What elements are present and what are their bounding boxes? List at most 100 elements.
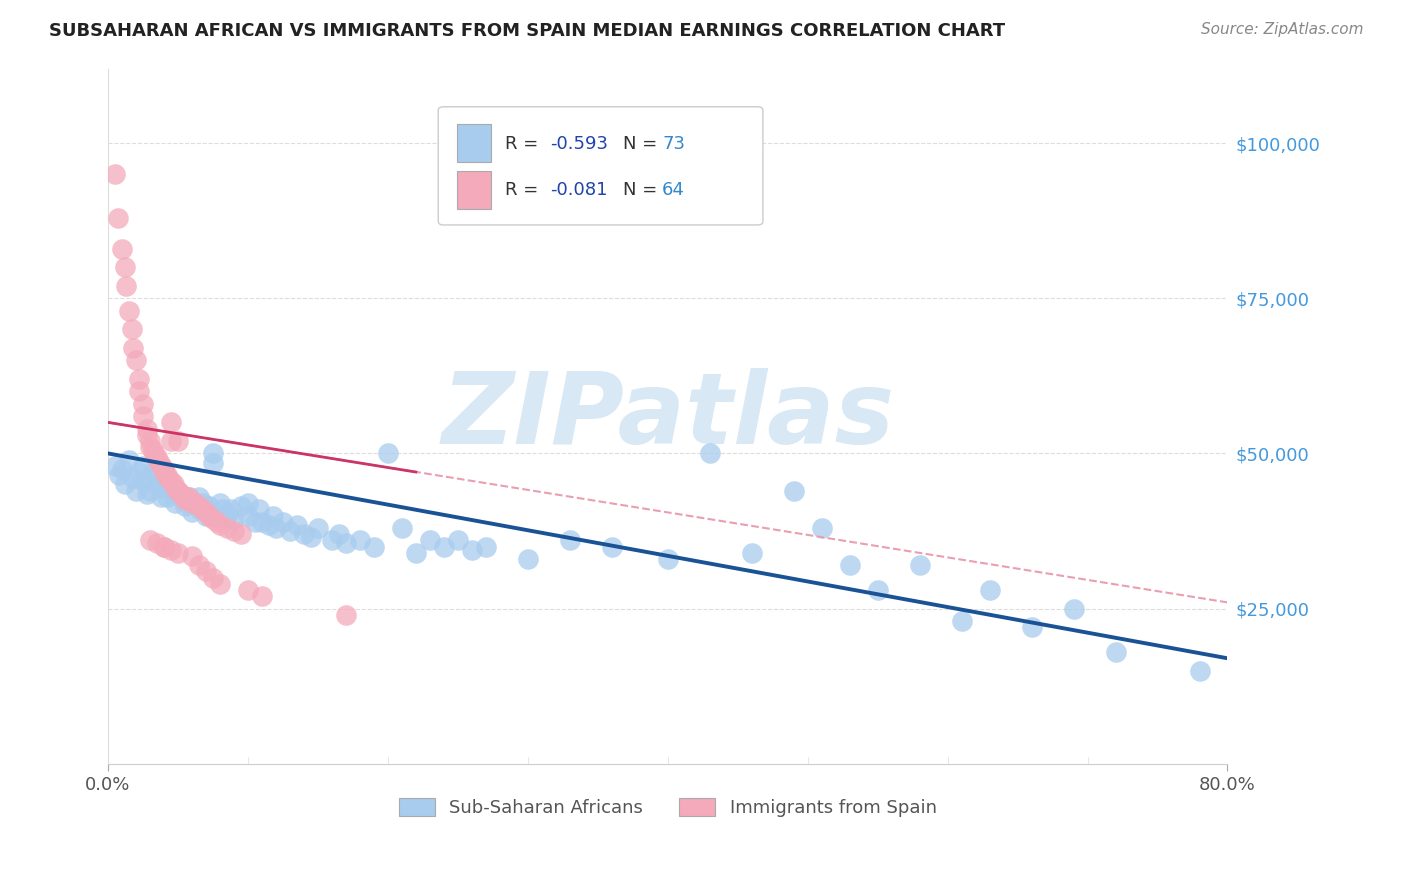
Point [838,558,860,573]
Point [167,483,190,498]
Point [215,521,238,535]
Text: Source: ZipAtlas.com: Source: ZipAtlas.com [1201,22,1364,37]
Point [149,456,172,470]
Point [128,465,150,479]
Point [142,443,165,458]
Text: SUBSAHARAN AFRICAN VS IMMIGRANTS FROM SPAIN MEDIAN EARNINGS CORRELATION CHART: SUBSAHARAN AFRICAN VS IMMIGRANTS FROM SP… [49,22,1005,40]
Text: 73: 73 [662,135,685,153]
Point [167,483,190,498]
Point [174,490,197,504]
Point [190,502,212,516]
Point [132,409,155,424]
Point [187,490,209,504]
Point [181,505,204,519]
Point [146,477,169,491]
Point [461,542,484,557]
Point [179,490,201,504]
Point [307,521,329,535]
Point [299,530,322,544]
Point [179,490,201,504]
Point [201,446,224,460]
Point [335,607,357,622]
Point [194,508,217,523]
Point [107,211,129,225]
Point [142,465,165,479]
Point [741,546,763,560]
Point [187,499,209,513]
Point [160,475,183,489]
Point [132,397,155,411]
Point [122,341,145,355]
Point [153,471,176,485]
Point [153,481,176,495]
Text: N =: N = [623,135,664,153]
FancyBboxPatch shape [457,170,491,209]
Point [115,278,138,293]
Point [104,458,127,473]
Point [208,496,231,510]
Point [335,536,357,550]
Point [349,533,371,548]
Point [184,496,207,510]
Legend: Sub-Saharan Africans, Immigrants from Spain: Sub-Saharan Africans, Immigrants from Sp… [391,790,943,824]
Point [150,490,173,504]
Point [197,499,219,513]
Point [136,427,159,442]
Point [139,533,162,548]
Point [136,487,159,501]
Point [160,542,183,557]
Point [170,487,193,501]
Point [181,549,204,563]
Point [215,508,238,523]
Point [150,458,173,473]
Point [156,490,179,504]
Point [160,434,183,448]
Point [121,322,143,336]
Text: -0.593: -0.593 [550,135,609,153]
Point [328,527,350,541]
Point [125,483,148,498]
Point [405,546,427,560]
Point [153,465,176,479]
Point [236,508,259,523]
Point [250,515,273,529]
Point [163,477,186,491]
FancyBboxPatch shape [457,124,491,162]
Point [156,468,179,483]
Point [136,421,159,435]
Point [285,517,308,532]
Point [1104,645,1126,659]
Text: R =: R = [505,181,544,199]
Point [201,456,224,470]
Point [600,540,623,554]
Point [908,558,931,573]
Point [1188,664,1211,678]
Point [181,496,204,510]
Point [197,508,219,523]
Point [108,468,131,483]
Point [257,517,280,532]
Point [191,496,214,510]
Point [219,502,242,516]
Point [391,521,413,535]
Point [447,533,470,548]
Point [1021,620,1043,634]
Point [160,483,183,498]
Point [201,571,224,585]
Point [278,524,301,538]
Point [205,508,228,523]
Point [143,446,166,460]
Point [118,452,141,467]
Point [222,511,245,525]
Point [558,533,581,548]
Point [247,502,270,516]
Point [160,416,183,430]
Point [146,536,169,550]
Point [243,515,266,529]
Point [229,499,252,513]
Point [139,434,162,448]
Point [866,582,889,597]
Point [292,527,315,541]
Point [1063,601,1085,615]
Point [157,471,180,485]
